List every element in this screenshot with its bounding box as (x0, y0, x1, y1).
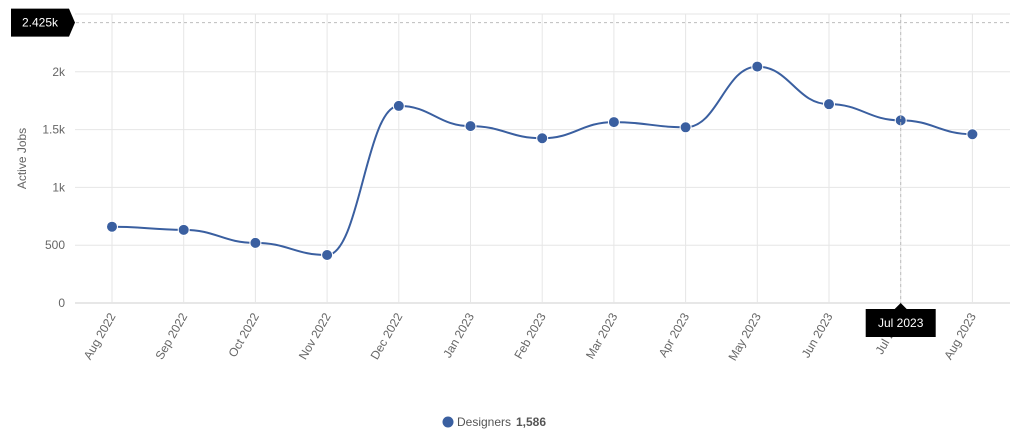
x-tick-label: Dec 2022 (368, 310, 406, 362)
x-tick-label: Mar 2023 (583, 310, 621, 361)
grid (75, 13, 1010, 304)
data-point[interactable] (679, 121, 692, 134)
y-tick-label: 0 (58, 296, 65, 310)
legend[interactable]: Designers 1,586 (442, 415, 547, 429)
x-tick-label: Feb 2023 (511, 310, 549, 361)
data-point[interactable] (966, 128, 979, 141)
y-tick-label: 1.5k (42, 123, 66, 137)
x-tick-label: Jan 2023 (440, 310, 477, 360)
y-value-tooltip-box (11, 8, 75, 37)
x-value-tooltip-label: Jul 2023 (878, 316, 924, 330)
y-axis-title: Active Jobs (15, 128, 29, 189)
data-point[interactable] (321, 249, 334, 262)
x-tick-label: Jun 2023 (799, 310, 836, 360)
data-point[interactable] (106, 220, 118, 233)
legend-series-value: 1,586 (516, 415, 546, 429)
data-point[interactable] (751, 60, 764, 73)
y-tick-label: 2k (52, 65, 66, 79)
crosshair: 2.425k Jul 2023 (11, 8, 1010, 337)
data-points[interactable] (106, 60, 979, 262)
legend-marker-designers (442, 416, 454, 428)
data-point[interactable] (392, 99, 405, 112)
x-tick-label: Apr 2023 (656, 310, 693, 359)
y-tick-label: 1k (52, 180, 66, 194)
data-point[interactable] (894, 114, 907, 127)
x-value-tooltip-box (865, 303, 936, 337)
x-tick-label: May 2023 (725, 310, 764, 363)
legend-series-name: Designers (457, 415, 511, 429)
data-point[interactable] (607, 116, 620, 129)
y-tick-label: 500 (45, 238, 65, 252)
x-tick-label: Nov 2022 (296, 310, 334, 362)
x-tick-label: Sep 2022 (152, 310, 190, 362)
data-point[interactable] (249, 236, 262, 249)
x-tick-label: Oct 2022 (226, 310, 263, 359)
x-tick-label: Aug 2023 (941, 310, 979, 362)
x-axis: Aug 2022 Sep 2022 Oct 2022 Nov 2022 Dec 2022… (81, 310, 979, 363)
data-point[interactable] (177, 223, 190, 236)
data-point[interactable] (536, 132, 549, 145)
y-value-tooltip-label: 2.425k (22, 16, 59, 30)
x-tick-label: Aug 2022 (81, 310, 119, 362)
data-point[interactable] (823, 98, 835, 111)
data-point[interactable] (464, 120, 477, 133)
